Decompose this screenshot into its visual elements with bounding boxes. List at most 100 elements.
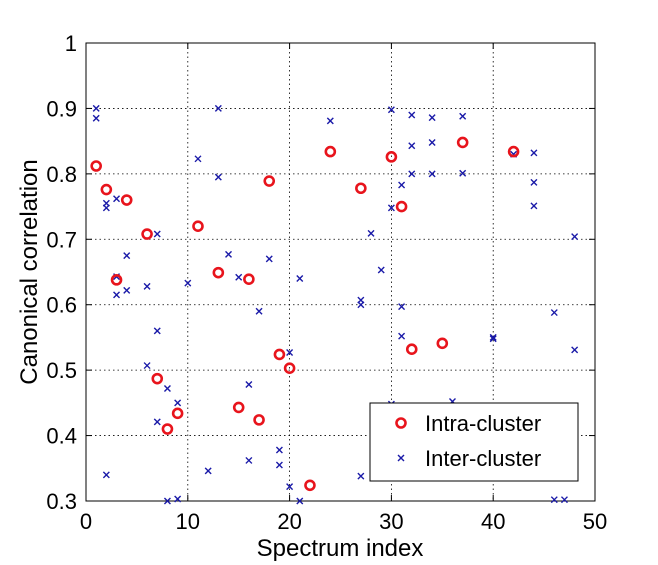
intra-cluster-point — [456, 136, 469, 149]
inter-cluster-point — [194, 155, 202, 163]
inter-cluster-point — [214, 104, 222, 112]
inter-cluster-point — [489, 335, 497, 343]
inter-cluster-point — [530, 149, 538, 157]
intra-cluster-point — [171, 407, 184, 420]
intra-cluster-point — [253, 414, 265, 426]
inter-cluster-point — [286, 348, 294, 356]
inter-cluster-point — [163, 497, 171, 505]
inter-cluster-point — [153, 327, 161, 335]
x-tick-label: 50 — [583, 509, 607, 534]
y-tick-label: 0.6 — [46, 293, 77, 318]
inter-cluster-point — [123, 286, 131, 294]
inter-cluster-point — [550, 309, 558, 317]
inter-cluster-point — [225, 250, 233, 258]
axis-ticks — [85, 42, 596, 502]
inter-cluster-point — [102, 471, 110, 479]
intra-cluster-point — [120, 194, 133, 206]
inter-cluster-point — [265, 255, 273, 263]
inter-cluster-point — [275, 461, 283, 469]
plot-area-frame — [85, 42, 596, 502]
inter-cluster-point — [214, 173, 222, 181]
inter-cluster-point — [92, 114, 100, 122]
inter-cluster-point — [398, 181, 406, 189]
x-tick-label: 10 — [176, 509, 200, 534]
inter-cluster-point — [286, 483, 294, 491]
y-tick-label: 0.5 — [46, 358, 77, 383]
intra-cluster-point — [273, 348, 286, 361]
inter-cluster-point — [275, 446, 283, 454]
inter-cluster-point — [326, 117, 334, 125]
intra-cluster-point — [212, 266, 225, 279]
inter-cluster-point — [296, 497, 304, 505]
y-tick-label: 1 — [65, 31, 77, 56]
legend-intra-label: Intra-cluster — [425, 411, 541, 436]
inter-cluster-point — [428, 138, 436, 146]
y-tick-label: 0.4 — [46, 424, 77, 449]
inter-cluster-point — [174, 495, 182, 503]
inter-cluster-point — [245, 456, 253, 464]
inter-cluster-point — [408, 142, 416, 150]
inter-cluster-point — [123, 252, 131, 260]
inter-cluster-point — [143, 362, 151, 370]
inter-cluster-point — [571, 233, 579, 241]
y-tick-labels: 0.3 0.4 0.5 0.6 0.7 0.8 0.9 1 — [46, 31, 77, 514]
inter-cluster-point — [113, 291, 121, 299]
x-tick-labels: 0 10 20 30 40 50 — [80, 509, 607, 534]
inter-cluster-point — [530, 178, 538, 186]
intra-cluster-point — [110, 274, 123, 286]
inter-cluster-point — [459, 112, 467, 120]
intra-cluster-point — [385, 151, 398, 163]
x-tick-label: 40 — [481, 509, 505, 534]
inter-cluster-point — [153, 230, 161, 238]
inter-cluster-point — [92, 104, 100, 112]
inter-cluster-point — [398, 332, 406, 340]
inter-cluster-point — [153, 418, 161, 426]
inter-cluster-point — [571, 346, 579, 354]
intra-cluster-point — [283, 362, 296, 374]
x-tick-label: 30 — [379, 509, 403, 534]
inter-cluster-point — [489, 333, 497, 341]
intra-cluster-point — [507, 145, 520, 158]
inter-cluster-point — [204, 467, 212, 475]
inter-cluster-point — [408, 170, 416, 178]
y-axis-label: Canonical correlation — [16, 159, 43, 384]
inter-cluster-point — [163, 384, 171, 392]
intra-cluster-point — [192, 220, 204, 232]
legend: Intra-cluster Inter-cluster — [369, 402, 579, 482]
inter-cluster-point — [530, 202, 538, 210]
inter-cluster-point — [113, 195, 121, 203]
intra-cluster-point — [263, 175, 276, 187]
x-tick-label: 0 — [80, 509, 92, 534]
inter-cluster-point — [174, 399, 182, 407]
legend-inter-label: Inter-cluster — [425, 446, 541, 471]
x-tick-label: 20 — [277, 509, 301, 534]
intra-cluster-point — [141, 228, 153, 240]
inter-cluster-point — [387, 106, 395, 114]
inter-cluster-point — [560, 496, 568, 504]
inter-cluster-point — [143, 282, 151, 290]
intra-cluster-point — [436, 337, 449, 350]
intra-cluster-point — [243, 273, 255, 285]
inter-cluster-point — [377, 266, 385, 274]
intra-cluster-point — [405, 343, 418, 356]
legend-box — [369, 402, 579, 482]
intra-cluster-point — [324, 145, 337, 158]
intra-cluster-point — [100, 183, 113, 196]
inter-cluster-point — [408, 111, 416, 119]
legend-intra-marker — [395, 417, 407, 429]
inter-cluster-point — [184, 279, 192, 287]
inter-cluster-point — [296, 275, 304, 283]
legend-inter-marker — [397, 454, 405, 462]
inter-cluster-point — [428, 170, 436, 178]
inter-cluster-point — [102, 204, 110, 212]
inter-cluster-point — [357, 301, 365, 309]
y-tick-label: 0.7 — [46, 227, 77, 252]
inter-cluster-point — [367, 229, 375, 237]
y-tick-label: 0.8 — [46, 162, 77, 187]
inter-cluster-point — [459, 169, 467, 177]
inter-cluster-point — [255, 307, 263, 315]
y-tick-label: 0.3 — [46, 489, 77, 514]
inter-cluster-point — [398, 303, 406, 311]
intra-cluster-point — [355, 182, 367, 195]
